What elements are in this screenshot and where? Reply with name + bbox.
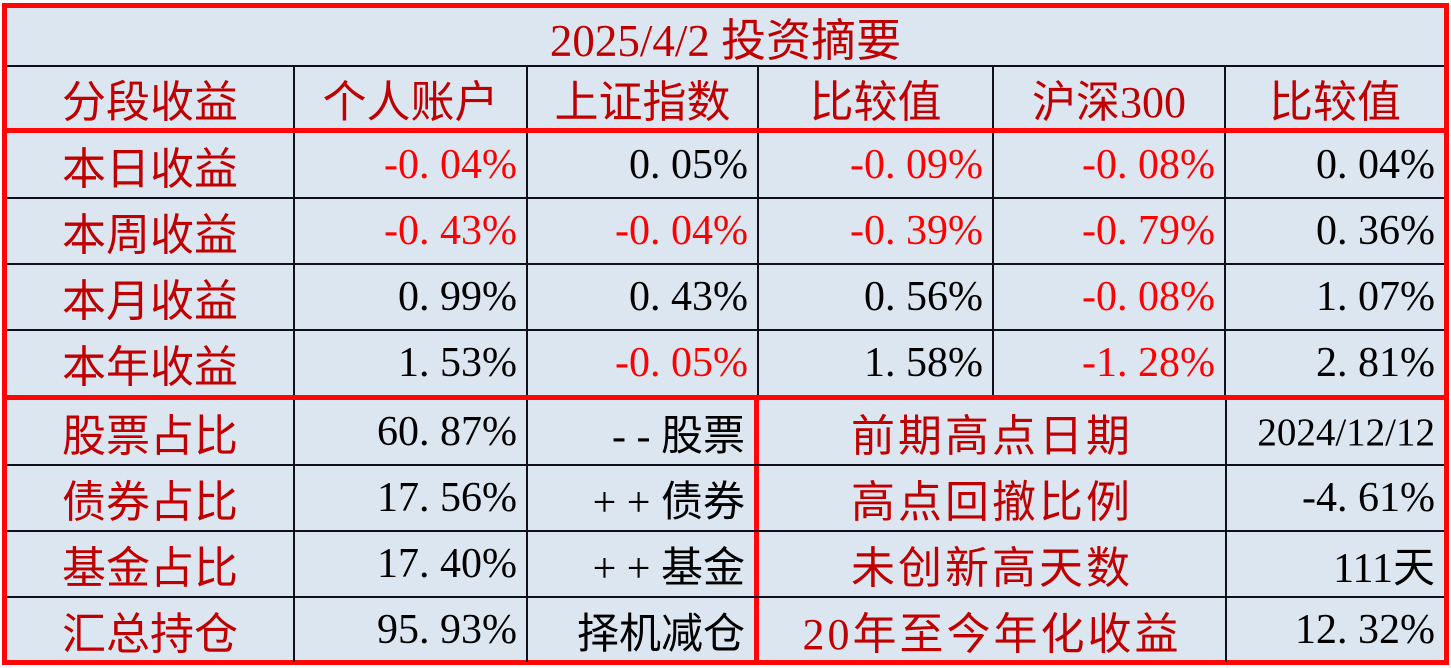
header-compare-csi300: 比较值 xyxy=(1269,77,1401,127)
allocation-value: 95. 93% xyxy=(295,598,528,662)
return-period-label: 本日收益 xyxy=(7,133,295,197)
metric-value: -4. 61% xyxy=(1302,475,1435,521)
returns-row-yearly: 本年收益 1. 53% -0. 05% 1. 58% -1. 28% 2. 81… xyxy=(7,331,1444,400)
allocation-label: 股票占比 xyxy=(7,400,295,464)
sse-return-value: 0. 43% xyxy=(528,265,759,329)
compare-csi300-value: 0. 04% xyxy=(1316,142,1435,188)
returns-row-weekly: 本周收益 -0. 43% -0. 04% -0. 39% -0. 79% 0. … xyxy=(7,199,1444,265)
signal-cell: + + 基金 xyxy=(528,532,759,596)
portfolio-row-stocks: 股票占比 60. 87% - - 股票 前期高点日期 2024/12/12 xyxy=(7,400,1444,466)
allocation-label: 债券占比 xyxy=(7,466,295,530)
csi300-return-value: -0. 79% xyxy=(994,199,1226,263)
returns-row-monthly: 本月收益 0. 99% 0. 43% 0. 56% -0. 08% 1. 07% xyxy=(7,265,1444,331)
personal-return-value: -0. 43% xyxy=(295,199,528,263)
allocation-value: 17. 56% xyxy=(295,466,528,530)
sheet-title: 2025/4/2 投资摘要 xyxy=(7,8,1444,67)
sse-return-value: 0. 05% xyxy=(528,133,759,197)
metric-label: 高点回撤比例 xyxy=(759,466,1227,530)
header-personal-account: 个人账户 xyxy=(295,67,528,128)
personal-return-value: 0. 99% xyxy=(295,265,528,329)
personal-return-value: 1. 53% xyxy=(295,331,528,395)
metric-value: 111天 xyxy=(1333,545,1435,592)
header-csi300: 沪深300 xyxy=(994,67,1226,128)
allocation-label: 基金占比 xyxy=(7,532,295,596)
returns-header-row: 分段收益 个人账户 上证指数 比较值 沪深300 比较值 xyxy=(7,67,1444,133)
metric-label: 未创新高天数 xyxy=(759,532,1227,596)
returns-row-daily: 本日收益 -0. 04% 0. 05% -0. 09% -0. 08% 0. 0… xyxy=(7,133,1444,199)
compare-sse-value: 1. 58% xyxy=(759,331,994,395)
sse-return-value: -0. 04% xyxy=(528,199,759,263)
portfolio-row-total: 汇总持仓 95. 93% 择机减仓 20年至今年化收益 12. 32% xyxy=(7,598,1444,662)
allocation-value: 17. 40% xyxy=(295,532,528,596)
compare-csi300-value: 2. 81% xyxy=(1316,340,1435,386)
header-compare-sse: 比较值 xyxy=(759,67,994,128)
csi300-return-value: -1. 28% xyxy=(994,331,1226,395)
header-sse-index: 上证指数 xyxy=(528,67,759,128)
compare-sse-value: -0. 39% xyxy=(759,199,994,263)
signal-cell: - - 股票 xyxy=(528,400,759,464)
portfolio-row-bonds: 债券占比 17. 56% + + 债券 高点回撤比例 -4. 61% xyxy=(7,466,1444,532)
return-period-label: 本周收益 xyxy=(7,199,295,263)
metric-value: 12. 32% xyxy=(1295,607,1435,653)
portfolio-row-funds: 基金占比 17. 40% + + 基金 未创新高天数 111天 xyxy=(7,532,1444,598)
signal-cell: 择机减仓 xyxy=(528,598,759,662)
metric-label: 前期高点日期 xyxy=(759,400,1227,464)
csi300-return-value: -0. 08% xyxy=(994,133,1226,197)
csi300-return-value: -0. 08% xyxy=(994,265,1226,329)
metric-value: 2024/12/12 xyxy=(1257,410,1435,454)
header-segment-return: 分段收益 xyxy=(7,67,295,128)
return-period-label: 本年收益 xyxy=(7,331,295,395)
personal-return-value: -0. 04% xyxy=(295,133,528,197)
compare-sse-value: -0. 09% xyxy=(759,133,994,197)
signal-cell: + + 债券 xyxy=(528,466,759,530)
allocation-label: 汇总持仓 xyxy=(7,598,295,662)
compare-csi300-value: 0. 36% xyxy=(1316,208,1435,254)
compare-sse-value: 0. 56% xyxy=(759,265,994,329)
investment-summary-sheet: 2025/4/2 投资摘要 分段收益 个人账户 上证指数 比较值 沪深300 比… xyxy=(2,3,1449,665)
allocation-value: 60. 87% xyxy=(295,400,528,464)
metric-label: 20年至今年化收益 xyxy=(759,598,1227,662)
compare-csi300-value: 1. 07% xyxy=(1316,274,1435,320)
return-period-label: 本月收益 xyxy=(7,265,295,329)
sse-return-value: -0. 05% xyxy=(528,331,759,395)
